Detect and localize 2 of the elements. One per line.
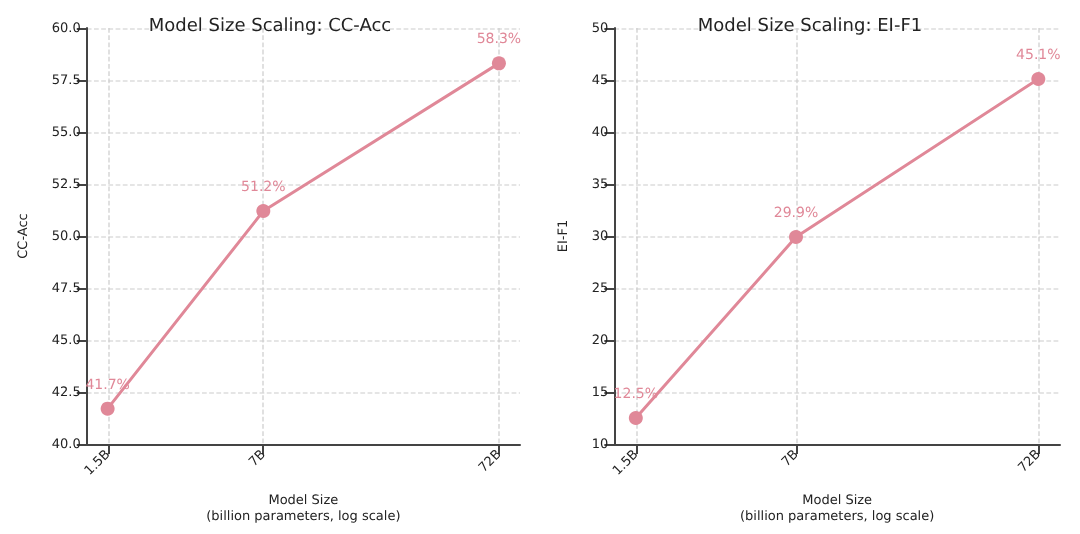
- chart-title: Model Size Scaling: EI-F1: [697, 17, 923, 37]
- chart-title: Model Size Scaling: CC-Acc: [148, 17, 392, 37]
